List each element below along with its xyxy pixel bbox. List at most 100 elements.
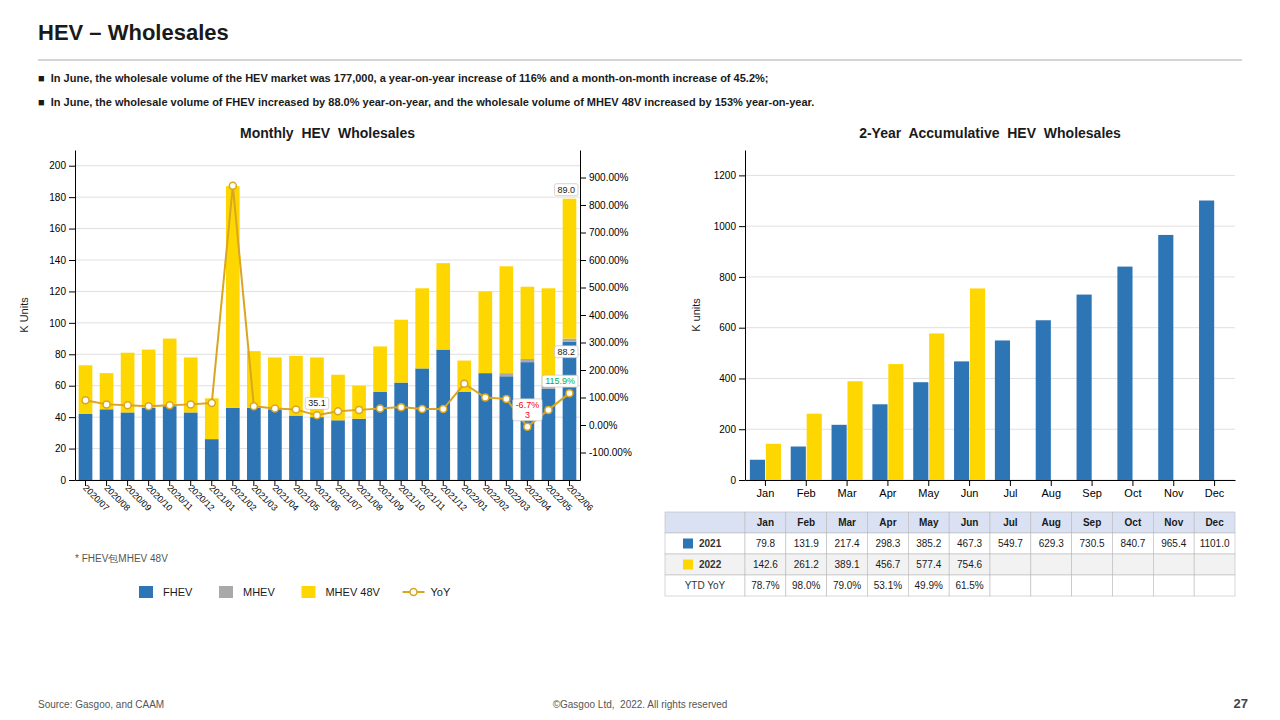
tick-mark <box>1051 480 1052 486</box>
legend-swatch <box>139 586 153 598</box>
table-cell <box>990 512 1031 533</box>
table-value: 79.0% <box>833 580 861 591</box>
tick: 600.00% <box>580 255 629 266</box>
axis-line <box>745 151 746 481</box>
tick-mark <box>739 226 745 227</box>
bar <box>394 383 408 480</box>
tick-label: Feb <box>797 487 816 499</box>
tick: 0 <box>60 475 75 486</box>
note: ■ In June, the wholesale volume of FHEV … <box>38 96 814 108</box>
table-value: 1101.0 <box>1200 538 1230 549</box>
tick-label: Jun <box>961 487 979 499</box>
table-cell <box>745 512 786 533</box>
grid-line <box>75 260 580 261</box>
tick: Dec <box>1205 480 1225 499</box>
tick: 40 <box>55 412 75 423</box>
table-value: 49.9% <box>915 580 943 591</box>
table-header: Mar <box>838 517 856 528</box>
bar <box>500 266 514 373</box>
tick: 120 <box>49 286 75 297</box>
tick-label: 1000 <box>714 221 737 232</box>
marker <box>292 406 299 413</box>
tick-label: Jan <box>757 487 775 499</box>
y-axis-title: K units <box>690 298 702 332</box>
bar <box>163 406 177 480</box>
tick: 800 <box>719 272 745 283</box>
tick-label: 0.00% <box>589 420 617 431</box>
bar <box>268 357 282 409</box>
table-cell <box>1113 554 1154 575</box>
annotation-text: 89.0 <box>557 185 575 195</box>
bar <box>415 288 429 368</box>
table-cell <box>1031 575 1072 596</box>
legend-marker <box>410 589 417 596</box>
tick-label: Jul <box>1003 487 1017 499</box>
bar <box>1117 267 1132 480</box>
table-cell <box>827 512 868 533</box>
tick-mark <box>1214 480 1215 486</box>
bar <box>331 420 345 480</box>
grid-line <box>745 226 1235 227</box>
table-header: Sep <box>1083 517 1101 528</box>
table-value: 467.3 <box>957 538 982 549</box>
tick: 200.00% <box>580 365 629 376</box>
annotation: 89.0 <box>554 184 578 196</box>
table-value: 61.5% <box>955 580 983 591</box>
tick-mark <box>580 233 586 234</box>
bar <box>205 398 219 439</box>
annotation: 35.1 <box>305 397 329 409</box>
table-cell <box>665 512 745 533</box>
marker <box>398 404 405 411</box>
table-value: 261.2 <box>794 559 819 570</box>
tick-mark <box>69 480 75 481</box>
legend-item: MHEV <box>219 586 275 598</box>
bar <box>791 447 806 480</box>
tick: Mar <box>838 480 857 499</box>
source: Source: Gasgoo, and CAAM <box>38 699 164 710</box>
table-value: 98.0% <box>792 580 820 591</box>
table-cell <box>949 533 990 554</box>
plot-marks <box>750 201 1214 480</box>
table-header: Apr <box>879 517 896 528</box>
tick-mark <box>580 343 586 344</box>
axis-line <box>75 151 76 481</box>
table-cell <box>1072 533 1113 554</box>
table-cell <box>908 554 949 575</box>
tick-label: Nov <box>1164 487 1184 499</box>
bar <box>373 392 387 480</box>
tick: 500.00% <box>580 282 629 293</box>
tick-label: 20 <box>55 443 67 454</box>
table-cell <box>1072 575 1113 596</box>
tick-mark <box>580 315 586 316</box>
tick-mark <box>806 480 807 486</box>
tick-mark <box>69 449 75 450</box>
tick-mark <box>69 417 75 418</box>
table-value: 131.9 <box>794 538 819 549</box>
tick-label: May <box>918 487 939 499</box>
tick: 80 <box>55 349 75 360</box>
marker <box>271 405 278 412</box>
table-cell <box>827 554 868 575</box>
tick: Aug <box>1041 480 1061 499</box>
tick-mark <box>739 429 745 430</box>
tick-mark <box>580 178 586 179</box>
bar <box>121 353 135 413</box>
marker <box>82 397 89 404</box>
bar <box>478 373 492 480</box>
tick: 900.00% <box>580 172 629 183</box>
tick-mark <box>69 386 75 387</box>
annotation-line: -6.7% <box>516 400 540 410</box>
bar <box>247 408 261 480</box>
bar <box>436 350 450 480</box>
table-cell <box>908 512 949 533</box>
bar <box>521 287 535 359</box>
legend: FHEVMHEVMHEV 48VYoY <box>139 586 451 598</box>
tick-label: Apr <box>879 487 896 499</box>
bar <box>954 361 969 480</box>
table-cell <box>1194 554 1235 575</box>
table-cell <box>745 533 786 554</box>
tick-label: 100 <box>49 318 66 329</box>
tick-mark <box>580 260 586 261</box>
bar <box>394 320 408 383</box>
table-cell <box>1153 512 1194 533</box>
